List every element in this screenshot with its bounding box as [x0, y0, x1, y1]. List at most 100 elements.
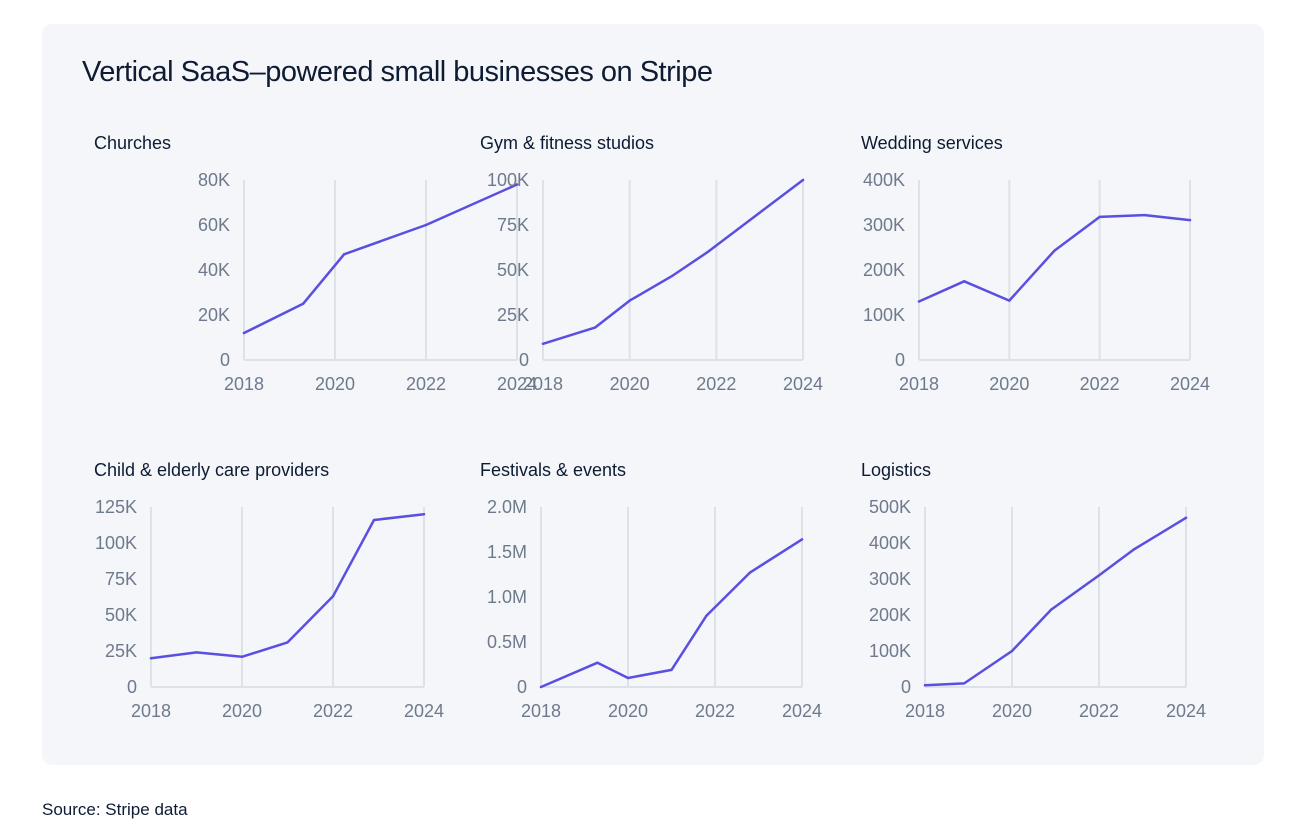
y-tick-label: 20K [198, 305, 230, 325]
y-tick-label: 0 [127, 677, 137, 697]
x-tick-label: 2020 [315, 374, 355, 394]
data-point [962, 280, 966, 283]
data-point [240, 655, 244, 658]
x-tick-label: 2022 [696, 374, 736, 394]
x-tick-label: 2018 [521, 701, 561, 721]
data-point [372, 518, 376, 522]
x-tick-label: 2022 [1079, 701, 1119, 721]
data-point [424, 223, 428, 227]
panel-title: Logistics [861, 460, 932, 480]
x-tick-label: 2022 [1080, 374, 1120, 394]
x-tick-label: 2018 [899, 374, 939, 394]
data-point [1132, 548, 1135, 551]
x-tick-label: 2020 [992, 701, 1032, 721]
chart-card [42, 24, 1264, 765]
data-point [596, 661, 599, 664]
panel-gym-fitness-studios: Gym & fitness studios 0 25K 50K 75K 100K 2018… [480, 133, 880, 413]
x-tick-label: 2022 [695, 701, 735, 721]
panel-title: Gym & fitness studios [480, 133, 655, 153]
y-tick-label: 100K [95, 533, 137, 553]
data-point [515, 183, 519, 186]
x-tick-label: 2018 [905, 701, 945, 721]
data-point [1097, 574, 1101, 577]
data-point [1188, 218, 1192, 222]
x-tick-label: 2024 [1166, 701, 1206, 721]
data-point [541, 342, 545, 345]
y-tick-label: 80K [198, 170, 230, 190]
data-point [706, 250, 709, 254]
y-tick-label: 25K [105, 641, 137, 661]
data-point [670, 668, 673, 672]
y-tick-label: 1.0M [487, 587, 527, 607]
y-tick-label: 200K [869, 605, 911, 625]
y-tick-label: 0.5M [487, 632, 527, 652]
data-point [342, 253, 346, 256]
y-tick-label: 75K [105, 569, 137, 589]
data-point [801, 178, 805, 182]
x-tick-label: 2020 [610, 374, 650, 394]
data-point [422, 513, 426, 516]
x-tick-label: 2024 [1170, 374, 1210, 394]
data-point [593, 326, 597, 329]
data-point [1008, 299, 1011, 302]
panel-logistics: Logistics 0 100K 200K 300K 400K 500K 2018 2020 2… [861, 460, 1261, 740]
panel-festivals-events: Festivals & events 0 0.5M 1.0M 1.5M 2.0M 2018… [480, 460, 880, 740]
data-point [917, 300, 921, 303]
series-line [539, 538, 804, 689]
x-tick-label: 2020 [222, 701, 262, 721]
panel-title: Festivals & events [480, 460, 627, 480]
x-tick-label: 2022 [313, 701, 353, 721]
data-point [628, 299, 631, 302]
y-tick-label: 200K [863, 260, 905, 280]
line-chart: 0 100K 200K 300K 400K 2018 2020 2022 2024 [863, 170, 1210, 394]
series-line [242, 183, 519, 335]
x-tick-label: 2020 [989, 374, 1029, 394]
y-tick-label: 50K [105, 605, 137, 625]
data-point [626, 676, 630, 680]
y-tick-label: 1.5M [487, 542, 527, 562]
series-line [923, 516, 1188, 687]
panel-title: Churches [94, 133, 172, 153]
source-note: Source: Stripe data [42, 800, 188, 819]
data-point [1010, 649, 1014, 653]
y-tick-label: 400K [869, 533, 911, 553]
y-tick-label: 100K [487, 170, 529, 190]
line-chart: 0 25K 50K 75K 100K 125K 2018 2020 2022 2024 [95, 497, 444, 721]
x-tick-label: 2024 [783, 374, 823, 394]
y-tick-label: 0 [901, 677, 911, 697]
y-tick-label: 300K [863, 215, 905, 235]
line-chart: 0 100K 200K 300K 400K 500K 2018 2020 2022 2024 [869, 497, 1206, 721]
y-tick-label: 75K [497, 215, 529, 235]
y-tick-label: 400K [863, 170, 905, 190]
data-point [242, 331, 246, 335]
panel-churches: Churches 0 20K 40K 60K 80K 2018 2020 2022 2024 [94, 133, 537, 413]
panel-title: Wedding services [861, 133, 1003, 153]
y-tick-label: 2.0M [487, 497, 527, 517]
data-point [962, 682, 966, 685]
y-tick-label: 0 [517, 677, 527, 697]
x-tick-label: 2024 [782, 701, 822, 721]
x-tick-label: 2020 [608, 701, 648, 721]
y-tick-label: 100K [863, 305, 905, 325]
figure-title: Vertical SaaS–powered small businesses o… [82, 56, 713, 88]
x-tick-label: 2018 [523, 374, 563, 394]
data-point [1049, 608, 1053, 611]
y-tick-label: 40K [198, 260, 230, 280]
data-point [705, 614, 708, 618]
y-tick-label: 0 [895, 350, 905, 370]
y-tick-label: 0 [519, 350, 529, 370]
data-point [1053, 249, 1056, 252]
data-point [195, 651, 198, 654]
data-point [149, 657, 153, 660]
data-point [539, 685, 543, 689]
panel-title: Child & elderly care providers [94, 460, 330, 480]
data-point [1184, 516, 1188, 519]
line-chart: 0 0.5M 1.0M 1.5M 2.0M 2018 2020 2022 2024 [487, 497, 822, 721]
data-point [301, 302, 305, 305]
data-point [800, 538, 804, 541]
y-tick-label: 100K [869, 641, 911, 661]
x-tick-label: 2024 [404, 701, 444, 721]
y-tick-label: 25K [497, 305, 529, 325]
series-line [149, 512, 426, 660]
y-tick-label: 60K [198, 215, 230, 235]
